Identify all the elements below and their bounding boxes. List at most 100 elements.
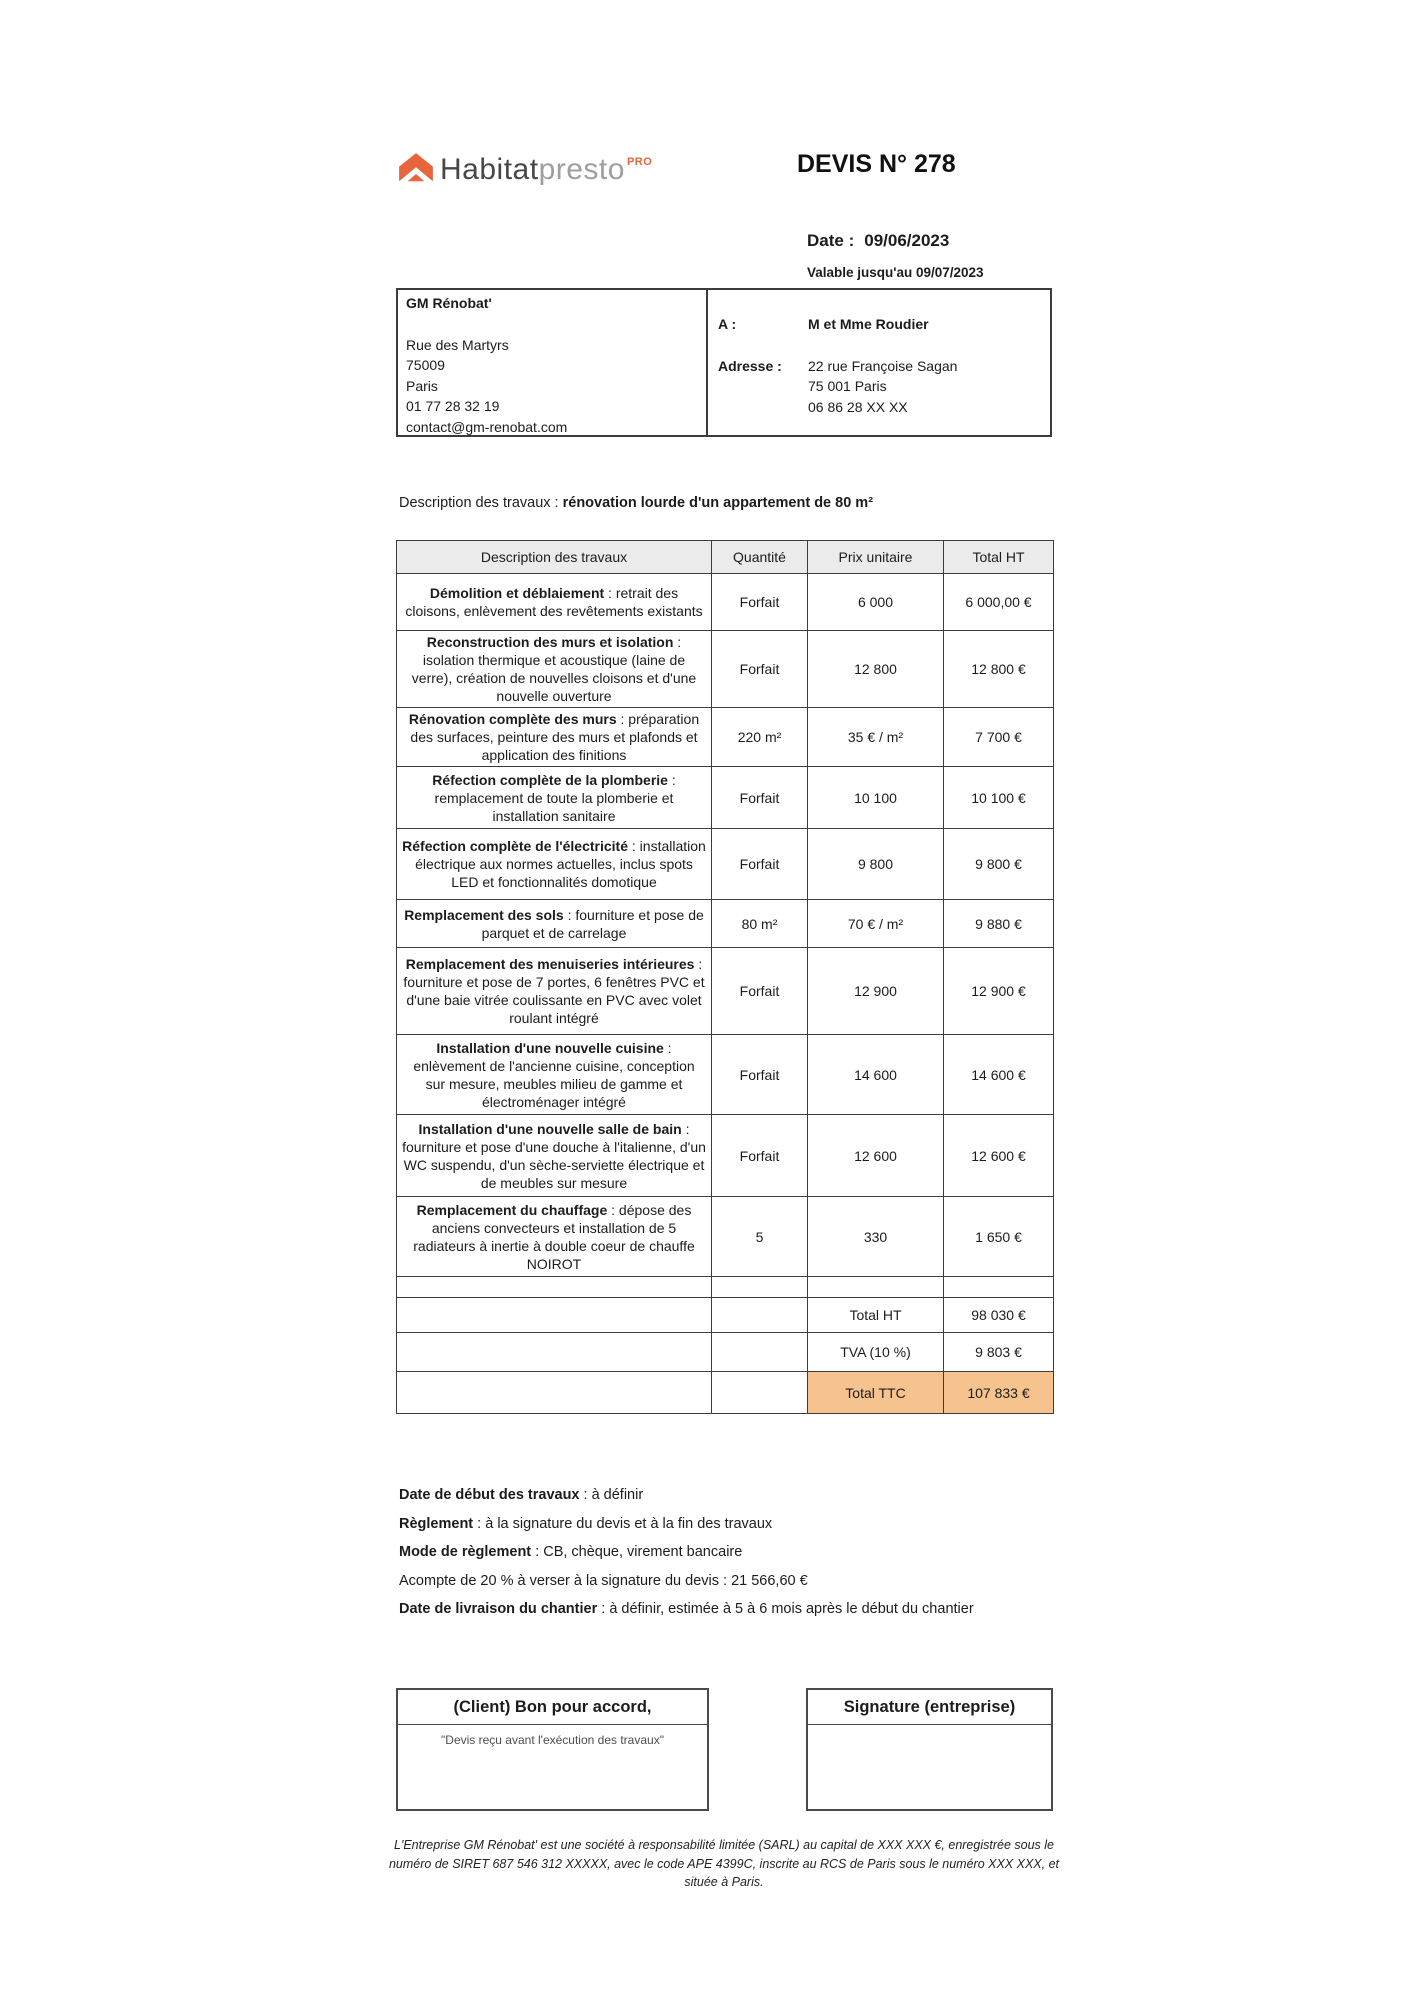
total-label-cell: TVA (10 %) (807, 1332, 944, 1372)
spacer (406, 314, 698, 335)
item-title: Remplacement du chauffage (416, 1201, 608, 1218)
term-text: : à définir (579, 1487, 644, 1503)
habitatpresto-logo: Habitatpresto PRO (398, 152, 652, 188)
total-value-cell: 107 833 € (943, 1371, 1054, 1414)
logo-pro-badge: PRO (626, 156, 653, 168)
works-intro-label: Description des travaux : (399, 495, 559, 511)
item-total-cell: 14 600 € (943, 1034, 1054, 1115)
total-value-cell: 9 803 € (943, 1332, 1054, 1372)
item-description-cell: Réfection complète de la plomberie : rem… (396, 766, 712, 829)
header-row: Description des travaux Quantité Prix un… (396, 540, 1054, 574)
item-detail: : préparation des surfaces, peinture des… (410, 711, 700, 763)
item-description-cell: Remplacement des menuiseries intérieures… (396, 947, 712, 1035)
company-email: contact@gm-renobat.com (406, 418, 568, 435)
item-title: Installation d'une nouvelle cuisine (436, 1039, 664, 1056)
item-description-cell: Réfection complète de l'électricité : in… (396, 828, 712, 900)
item-quantity-cell: 220 m² (711, 707, 808, 767)
term-line: Date de début des travaux : à définir (399, 1486, 974, 1505)
item-detail: : enlèvement de l'ancienne cuisine, conc… (413, 1039, 695, 1110)
item-unit-price-cell: 70 € / m² (807, 899, 944, 948)
totals-empty-desc-cell (396, 1371, 712, 1414)
empty-row (396, 1276, 1054, 1298)
item-unit-price-cell: 10 100 (807, 766, 944, 829)
item-quantity-cell: 5 (711, 1196, 808, 1277)
item-unit-price-cell: 12 800 (807, 630, 944, 708)
company-city: Paris (406, 377, 438, 394)
item-quantity-cell: Forfait (711, 947, 808, 1035)
item-total-cell: 9 880 € (943, 899, 1054, 948)
totals-row: Total HT 98 030 € (396, 1297, 1054, 1333)
item-detail: : fourniture et pose de 7 portes, 6 fenê… (403, 956, 705, 1026)
client-address-row: 75 001 Paris (718, 376, 1042, 397)
item-total-cell: 1 650 € (943, 1196, 1054, 1277)
item-row: Rénovation complète des murs : préparati… (396, 707, 1054, 767)
parties-box: GM Rénobat' Rue des Martyrs 75009 Paris … (396, 288, 1052, 437)
item-title: Installation d'une nouvelle salle de bai… (418, 1120, 682, 1137)
item-description-cell: Remplacement du chauffage : dépose des a… (396, 1196, 712, 1277)
item-quantity-cell: Forfait (711, 828, 808, 900)
company-name: GM Rénobat' (406, 295, 492, 311)
item-unit-price-cell: 12 600 (807, 1114, 944, 1197)
item-description-cell: Remplacement des sols : fourniture et po… (396, 899, 712, 948)
client-to-label: A : (718, 316, 737, 332)
item-quantity-cell: 80 m² (711, 899, 808, 948)
item-detail: : remplacement de toute la plomberie et … (434, 771, 676, 824)
logo-text-secondary: presto (538, 153, 625, 186)
item-row: Installation d'une nouvelle salle de bai… (396, 1114, 1054, 1197)
item-unit-price-cell: 6 000 (807, 573, 944, 631)
works-intro: Description des travaux : rénovation lou… (399, 495, 873, 511)
client-address-label: Adresse : (718, 357, 782, 374)
empty-cell (396, 1276, 712, 1298)
client-phone: 06 86 28 XX XX (808, 398, 908, 415)
total-label-cell: Total HT (807, 1297, 944, 1333)
item-quantity-cell: Forfait (711, 1114, 808, 1197)
client-address-row: Adresse : 22 rue Françoise Sagan (718, 356, 1042, 377)
empty-cell (943, 1276, 1054, 1298)
quote-table-head: Description des travaux Quantité Prix un… (396, 540, 1054, 574)
item-quantity-cell: Forfait (711, 573, 808, 631)
term-line: Date de livraison du chantier : à défini… (399, 1600, 974, 1619)
date-value: 09/06/2023 (864, 231, 950, 250)
term-line: Mode de règlement : CB, chèque, virement… (399, 1543, 974, 1562)
item-total-cell: 12 900 € (943, 947, 1054, 1035)
term-line: Règlement : à la signature du devis et à… (399, 1515, 974, 1534)
client-address-row: 06 86 28 XX XX (718, 397, 1042, 418)
term-label: Date de livraison du chantier (399, 1601, 598, 1617)
item-unit-price-cell: 9 800 (807, 828, 944, 900)
item-quantity-cell: Forfait (711, 1034, 808, 1115)
item-row: Remplacement des menuiseries intérieures… (396, 947, 1054, 1035)
item-unit-price-cell: 12 900 (807, 947, 944, 1035)
item-detail: : isolation thermique et acoustique (lai… (411, 634, 697, 704)
company-signature-area (808, 1725, 1051, 1733)
item-row: Réfection complète de la plomberie : rem… (396, 766, 1054, 829)
item-detail: : fourniture et pose d'une douche à l'it… (402, 1120, 706, 1191)
house-arrow-icon (399, 153, 433, 182)
totals-empty-desc-cell (396, 1332, 712, 1372)
company-signature-title: Signature (entreprise) (808, 1690, 1051, 1725)
legal-footer: L'Entreprise GM Rénobat' est une société… (388, 1838, 1060, 1889)
client-name: M et Mme Roudier (808, 316, 929, 332)
date-line: Date : 09/06/2023 (807, 231, 949, 251)
item-total-cell: 7 700 € (943, 707, 1054, 767)
item-unit-price-cell: 14 600 (807, 1034, 944, 1115)
client-address-line2: 75 001 Paris (808, 378, 887, 394)
company-phone: 01 77 28 32 19 (406, 398, 500, 414)
item-total-cell: 12 600 € (943, 1114, 1054, 1197)
totals-row: Total TTC 107 833 € (396, 1371, 1054, 1414)
item-title: Démolition et déblaiement (429, 585, 605, 601)
item-detail: : installation électrique aux normes act… (415, 838, 706, 890)
totals-empty-qty-cell (711, 1332, 808, 1372)
client-name-row: A : M et Mme Roudier (718, 314, 1042, 335)
item-description-cell: Installation d'une nouvelle cuisine : en… (396, 1034, 712, 1115)
empty-cell (807, 1276, 944, 1298)
term-label: Date de début des travaux (399, 1487, 580, 1503)
item-total-cell: 10 100 € (943, 766, 1054, 829)
works-intro-value: rénovation lourde d'un appartement de 80… (562, 495, 874, 511)
item-row: Remplacement du chauffage : dépose des a… (396, 1196, 1054, 1277)
item-title: Rénovation complète des murs (408, 711, 617, 727)
total-label-cell: Total TTC (807, 1371, 944, 1414)
totals-row: TVA (10 %) 9 803 € (396, 1332, 1054, 1372)
header-description: Description des travaux (396, 540, 712, 574)
totals-empty-desc-cell (396, 1297, 712, 1333)
